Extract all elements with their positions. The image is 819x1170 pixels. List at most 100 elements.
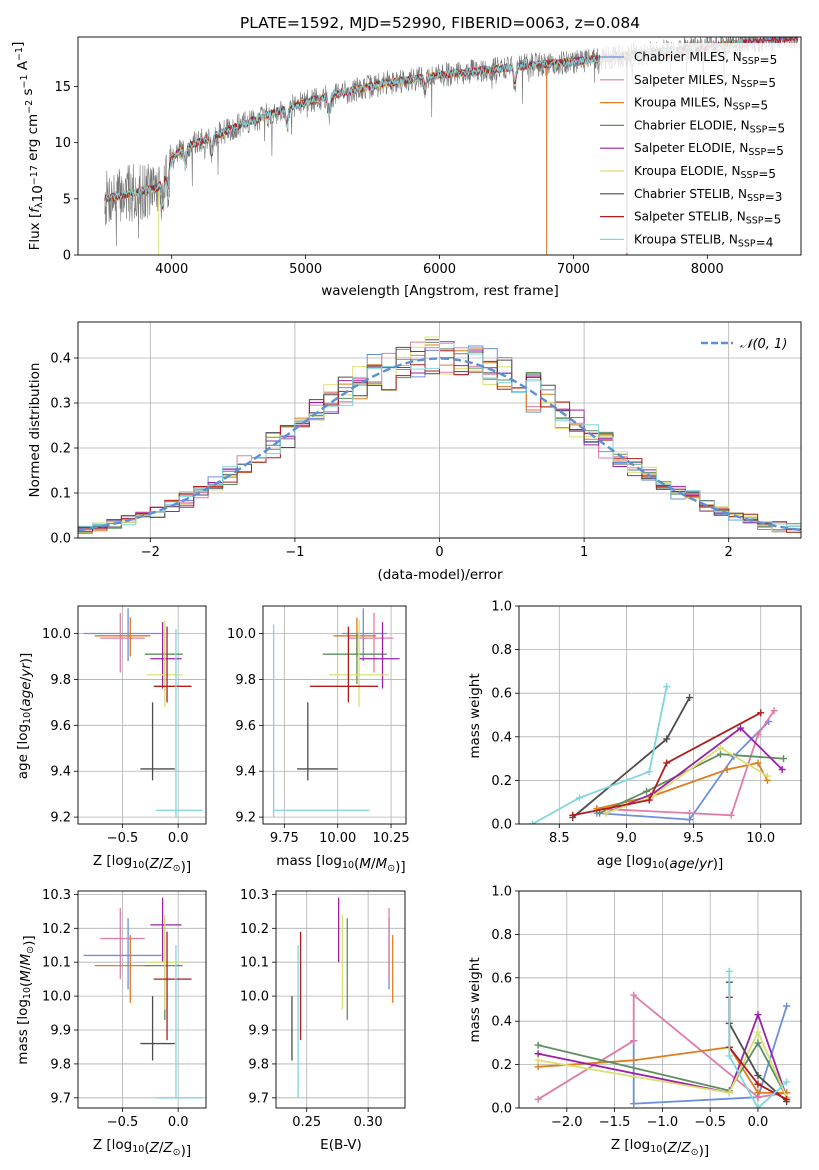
- x-axis-label-part: M: [376, 856, 388, 872]
- x-axis-label-part: /: [159, 1140, 164, 1156]
- legend-entry-part: Salpeter ELODIE, N: [634, 141, 748, 155]
- weight-marker-salpeter-stelib: [754, 1080, 762, 1088]
- y-axis-label-part: age [log: [15, 724, 31, 779]
- x-axis-label: mass [log10(M/M⊙)]: [276, 853, 405, 875]
- weight-marker-chabrier-elodie: [754, 1039, 762, 1047]
- axes-age_vs_Z: −0.5 0.09.29.49.69.810.0Z [log10(Z/Z⊙)]ag…: [15, 605, 207, 875]
- x-tick-label: 10.25: [372, 831, 409, 846]
- y-axis-label: mass weight: [467, 957, 483, 1042]
- legend-entry: Chabrier STELIB, NSSP=3: [634, 187, 782, 204]
- weight-line-kroupa-stelib: [531, 686, 668, 824]
- normal-curve-line: [78, 357, 801, 532]
- x-tick-label: 1: [580, 545, 588, 560]
- x-tick-label: 6000: [423, 262, 456, 277]
- y-tick-label: 9.9: [248, 1024, 269, 1039]
- y-tick-label: 0.0: [50, 532, 71, 547]
- histogram-kroupa-stelib: [78, 343, 801, 528]
- x-tick-label: 9.75: [270, 831, 299, 846]
- legend-entry-part: Chabrier STELIB, N: [634, 187, 747, 201]
- y-tick-label: 0.2: [50, 442, 71, 457]
- y-tick-label: 9.2: [235, 811, 256, 826]
- legend-entry-part: SSP: [741, 79, 759, 90]
- y-axis-label-part: mass weight: [467, 673, 483, 758]
- y-tick-label: 0.3: [50, 397, 71, 412]
- weight-line-kroupa-elodie: [537, 1029, 788, 1098]
- weight-line-chabrier-elodie: [599, 753, 784, 814]
- y-axis-label-part: /: [18, 676, 34, 681]
- weight-marker-kroupa-miles: [754, 759, 762, 767]
- y-axis-label-part: age: [18, 681, 34, 706]
- weight-line-chabrier-stelib: [572, 697, 691, 819]
- weight-marker-salpeter-stelib: [757, 709, 765, 717]
- y-tick-label: 9.8: [248, 1057, 269, 1072]
- legend-entry-part: =5: [758, 167, 776, 181]
- y-axis-label-part: −2: [24, 100, 35, 114]
- y-tick-label: 0.4: [50, 352, 71, 367]
- plot-area-weight_vs_Z: [534, 967, 791, 1108]
- y-tick-label: 0.4: [491, 730, 512, 745]
- plot-area-mass_vs_Z: [83, 897, 203, 1099]
- weight-marker-chabrier-elodie: [534, 1041, 542, 1049]
- x-axis-label-part: Z: [680, 1140, 691, 1156]
- y-tick-label: 10.2: [240, 922, 269, 937]
- y-axis-label-part: −17: [29, 165, 40, 185]
- y-tick-label: 9.6: [50, 719, 71, 734]
- y-axis-label-part: (: [18, 982, 34, 987]
- axes-residuals: −2 −1 0 1 2 0.0 0.1 0.2 0.3 0.4 𝒩(0, 1) (data-model…: [27, 321, 802, 583]
- y-axis-label-part: 10: [22, 987, 33, 999]
- legend-entry-part: Kroupa STELIB, N: [634, 232, 738, 246]
- y-tick-label: 9.6: [235, 719, 256, 734]
- y-axis-label-part: /: [18, 965, 34, 970]
- plot-area-weight_vs_age: [528, 683, 788, 824]
- x-tick-label: 4000: [155, 262, 188, 277]
- weight-marker-salpeter-stelib: [645, 796, 653, 804]
- plot-area-mass_vs_ebv: [291, 897, 394, 1098]
- legend-entry-part: =5: [767, 121, 785, 135]
- y-axis-label-part: 10: [30, 185, 46, 202]
- weight-line-kroupa-stelib: [728, 971, 788, 1108]
- weight-marker-chabrier-miles: [630, 1100, 638, 1108]
- weight-marker-kroupa-stelib: [725, 967, 733, 975]
- weight-marker-chabrier-elodie: [780, 755, 788, 763]
- weight-marker-kroupa-miles: [534, 1063, 542, 1071]
- y-tick-label: 10.0: [42, 990, 71, 1005]
- weight-marker-salpeter-stelib: [663, 759, 671, 767]
- y-tick-label: 9.7: [248, 1091, 269, 1106]
- x-axis-label: Z [log10(Z/Z⊙)]: [93, 1137, 191, 1159]
- legend-entry-part: =4: [756, 235, 774, 249]
- x-axis-label: (data-model)/error: [377, 567, 503, 583]
- y-axis-label-part: mass [log: [15, 999, 31, 1065]
- weight-line-salpeter-stelib: [572, 712, 762, 817]
- y-tick-label: 0.2: [491, 774, 512, 789]
- legend-entry-part: Salpeter MILES, N: [634, 73, 741, 87]
- y-tick-label: 0.6: [491, 971, 512, 986]
- weight-marker-chabrier-stelib: [754, 1071, 762, 1079]
- x-axis-label: Z [log10(Z/Z⊙)]: [93, 853, 191, 875]
- x-tick-label: 0.0: [748, 1115, 769, 1130]
- axes-weight_vs_age: 8.5 9.0 9.5 10.0 0.0 0.2 0.4 0.6 0.8 1.0 age [log1…: [467, 600, 802, 872]
- spectrum-title: PLATE=1592, MJD=52990, FIBERID=0063, z=0…: [240, 14, 640, 32]
- y-tick-label: 10: [54, 136, 71, 151]
- x-tick-label: −1: [285, 545, 304, 560]
- weight-marker-salpeter-miles: [727, 811, 735, 819]
- x-tick-label: 8.5: [549, 831, 570, 846]
- x-tick-label: 0.0: [168, 1115, 189, 1130]
- legend-entry-part: =3: [765, 190, 783, 204]
- axes-weight_vs_Z: −2.0 −1.5 −1.0 −0.5 0.0 0.0 0.2 0.4 0.6 0.8 1.0 Z […: [467, 885, 802, 1159]
- y-axis-label-part: erg cm: [25, 114, 41, 165]
- legend-entry-part: SSP: [738, 238, 756, 249]
- x-axis-label-part: (: [144, 1140, 149, 1156]
- weight-marker-kroupa-elodie: [725, 1089, 733, 1097]
- weight-marker-salpeter-elodie: [778, 766, 786, 773]
- legend-entry-normal: 𝒩(0, 1): [740, 337, 787, 352]
- legend-entry-part: SSP: [742, 56, 760, 67]
- axes-frame: [518, 605, 802, 825]
- x-axis-label-part: 10: [650, 1144, 662, 1155]
- weight-marker-salpeter-stelib: [569, 811, 577, 819]
- y-tick-label: 10.0: [240, 990, 269, 1005]
- y-axis-label: age [log10(age/yr)]: [15, 653, 34, 779]
- legend-entry-part: SSP: [748, 147, 766, 158]
- legend-entry-part: =5: [760, 53, 778, 67]
- x-tick-label: 7000: [557, 262, 590, 277]
